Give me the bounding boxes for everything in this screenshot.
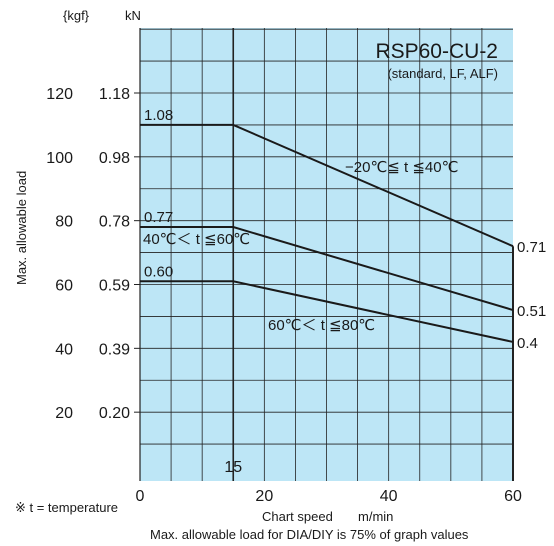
footnote: ※ t = temperature: [15, 500, 118, 515]
grid: [139, 28, 514, 481]
y-tick-label-kn: 0.59: [99, 278, 130, 295]
series-name-label: 60℃＜ t ≦80℃: [268, 317, 375, 334]
y-tick-label-kn: 0.78: [99, 214, 130, 231]
series-start-label: 0.60: [144, 263, 173, 280]
series-start-label: 0.77: [144, 209, 173, 226]
y-tick-label-kgf: 20: [55, 405, 73, 422]
y-tick-label-kgf: 80: [55, 214, 73, 231]
y-axis-label: Max. allowable load: [14, 171, 29, 285]
series-name-label: 40℃＜ t ≦60℃: [143, 231, 250, 248]
unit-kn-label: kN: [125, 8, 141, 23]
chart-subtitle: (standard, LF, ALF): [387, 66, 498, 81]
x-tick-labels: 0 20 40 60 15: [136, 459, 522, 505]
x-tick-label: 60: [504, 488, 522, 505]
series-lines: 1.08 0.71 −20℃≦ t ≦40℃ 0.77 0.51 40℃＜ t ≦60℃ 0…: [140, 107, 546, 352]
y-tick-label-kgf: 120: [46, 86, 73, 103]
series-name-label: −20℃≦ t ≦40℃: [345, 159, 458, 176]
x-tick-label: 20: [255, 488, 273, 505]
y-tick-label-kn: 1.18: [99, 86, 130, 103]
x-axis-label: Chart speed: [262, 509, 333, 524]
y-tick-label-kgf: 60: [55, 278, 73, 295]
bottom-note: Max. allowable load for DIA/DIY is 75% o…: [150, 527, 469, 542]
x-marker-label: 15: [224, 459, 242, 476]
series-end-label: 0.51: [517, 303, 546, 320]
series-end-label: 0.71: [517, 239, 546, 256]
x-tick-label: 0: [136, 488, 145, 505]
y-tick-label-kn: 0.20: [99, 405, 130, 422]
y-tick-label-kgf: 40: [55, 341, 73, 358]
y-tick-label-kgf: 100: [46, 150, 73, 167]
series-start-label: 1.08: [144, 107, 173, 124]
x-tick-label: 40: [380, 488, 398, 505]
series-line: [140, 280, 514, 343]
chart-title: RSP60-CU-2: [375, 40, 498, 63]
series-end-label: 0.4: [517, 335, 538, 352]
y-tick-label-kn: 0.39: [99, 341, 130, 358]
series-line: [140, 226, 514, 311]
unit-kgf-label: {kgf}: [63, 8, 90, 23]
x-axis-unit: m/min: [358, 509, 393, 524]
y-tick-labels: 20 0.20 40 0.39 60 0.59 80 0.78 100 0.98 120 1.18: [46, 86, 140, 422]
y-tick-label-kn: 0.98: [99, 150, 130, 167]
series-line: [140, 123, 514, 248]
